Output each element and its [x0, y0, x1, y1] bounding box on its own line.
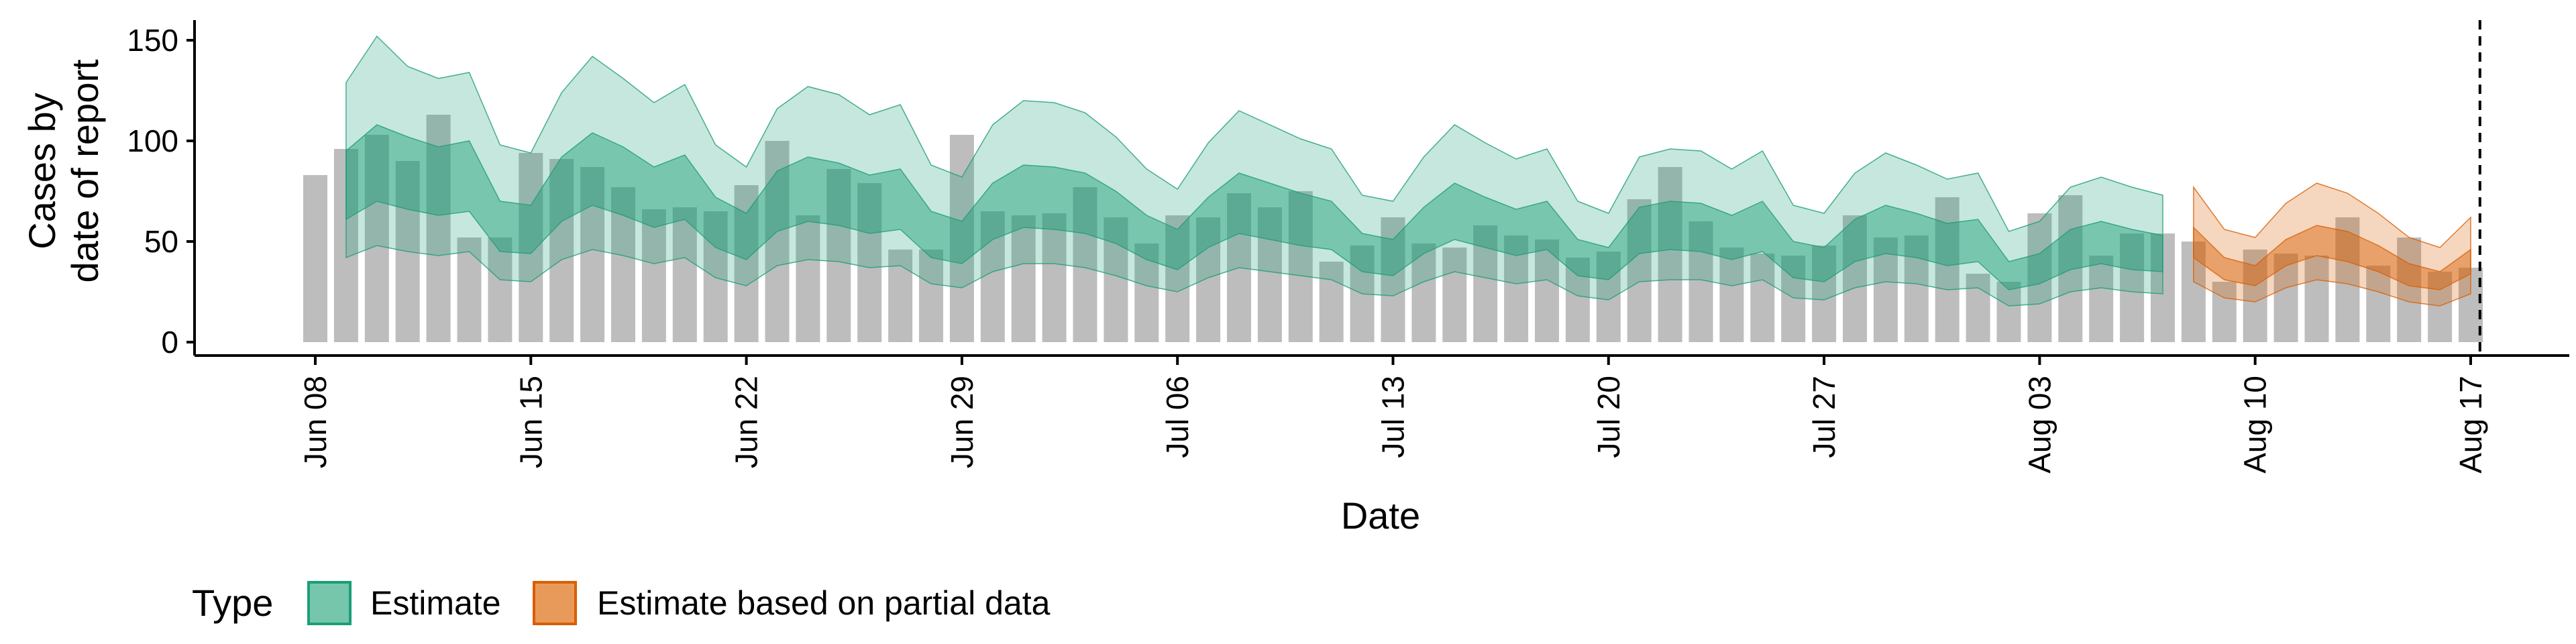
legend: Type Estimate Estimate based on partial …	[192, 581, 1051, 625]
axes-layer: 0 50 100 150 Jun 08 Jun 15 Jun 22 Jun 29 Jul 06 J…	[127, 20, 2569, 474]
bar	[1565, 258, 1590, 342]
bar	[980, 211, 1005, 342]
y-axis-title-line2: date of report	[64, 59, 106, 283]
estimate-outer-band	[345, 35, 2163, 307]
legend-label-estimate: Estimate	[370, 584, 501, 622]
bar	[1627, 199, 1652, 342]
bar	[580, 167, 605, 342]
bar	[1658, 167, 1682, 342]
legend-key-estimate	[307, 581, 352, 625]
bar	[1442, 248, 1467, 342]
bar	[2397, 237, 2422, 342]
bar	[1843, 215, 1867, 342]
x-tick-label: Jul 06	[1160, 376, 1195, 458]
partial-outer-band	[2193, 182, 2471, 307]
bar	[2089, 256, 2114, 342]
bar	[426, 115, 451, 342]
bar	[919, 250, 943, 342]
bar	[2120, 233, 2145, 342]
x-axis-title: Date	[1341, 494, 1420, 537]
y-axis-title-line1: Cases by	[21, 93, 63, 249]
bar	[765, 141, 790, 342]
bar	[1073, 187, 1097, 342]
y-tick-label: 0	[161, 325, 178, 360]
bar	[488, 237, 513, 342]
bar	[364, 135, 389, 342]
bar	[1812, 246, 1837, 342]
bar	[2212, 282, 2237, 342]
bar	[641, 209, 666, 342]
bar	[1750, 254, 1775, 342]
bar	[734, 185, 759, 342]
bar	[457, 237, 482, 342]
y-tick-label: 150	[127, 23, 178, 58]
y-tick-label: 100	[127, 123, 178, 158]
bar	[1011, 215, 1036, 342]
bar	[1904, 235, 1929, 342]
bar	[1042, 213, 1067, 342]
bar	[549, 159, 574, 342]
legend-key-partial	[533, 581, 577, 625]
bar	[672, 207, 697, 342]
bar	[888, 250, 913, 342]
bar	[1257, 207, 1282, 342]
x-tick-label: Jul 20	[1591, 376, 1626, 458]
y-tick-label: 50	[144, 224, 178, 259]
bar	[1935, 197, 1960, 342]
bar	[1473, 225, 1498, 342]
bar	[2304, 256, 2329, 342]
bar	[826, 169, 851, 342]
x-tick-label: Aug 03	[2022, 376, 2057, 474]
x-tick-label: Aug 10	[2238, 376, 2273, 474]
x-tick-label: Jun 29	[945, 376, 979, 468]
bar	[1165, 215, 1190, 342]
legend-label-partial: Estimate based on partial data	[597, 584, 1051, 622]
bar	[2058, 195, 2083, 342]
bar	[703, 211, 728, 342]
partial-inner-band	[2193, 225, 2471, 290]
bar	[2273, 254, 2298, 342]
bar	[2428, 272, 2453, 342]
legend-title: Type	[192, 582, 273, 624]
bar	[1196, 217, 1221, 342]
bar	[949, 135, 974, 342]
estimate-inner-band	[345, 124, 2163, 290]
x-tick-label: Jul 27	[1807, 376, 1841, 458]
bars-layer	[303, 115, 2483, 342]
bar	[1719, 248, 1744, 342]
bar	[303, 175, 327, 342]
x-tick-label: Jun 15	[513, 376, 548, 468]
bands-layer	[345, 35, 2471, 307]
bar	[2027, 213, 2052, 342]
bar	[519, 153, 543, 342]
bar	[2243, 250, 2267, 342]
bar	[1996, 282, 2021, 342]
bar	[1966, 274, 1990, 342]
x-tick-label: Aug 17	[2453, 376, 2488, 474]
x-tick-label: Jul 13	[1376, 376, 1411, 458]
bar	[796, 215, 820, 342]
bar	[857, 183, 882, 342]
bar	[1319, 262, 1344, 342]
bar	[1104, 217, 1128, 342]
bar	[2335, 217, 2360, 342]
x-tick-label: Jun 22	[729, 376, 764, 468]
x-tick-label: Jun 08	[298, 376, 333, 468]
bar	[1596, 252, 1621, 342]
bar	[1288, 191, 1313, 342]
bar	[2366, 266, 2391, 342]
